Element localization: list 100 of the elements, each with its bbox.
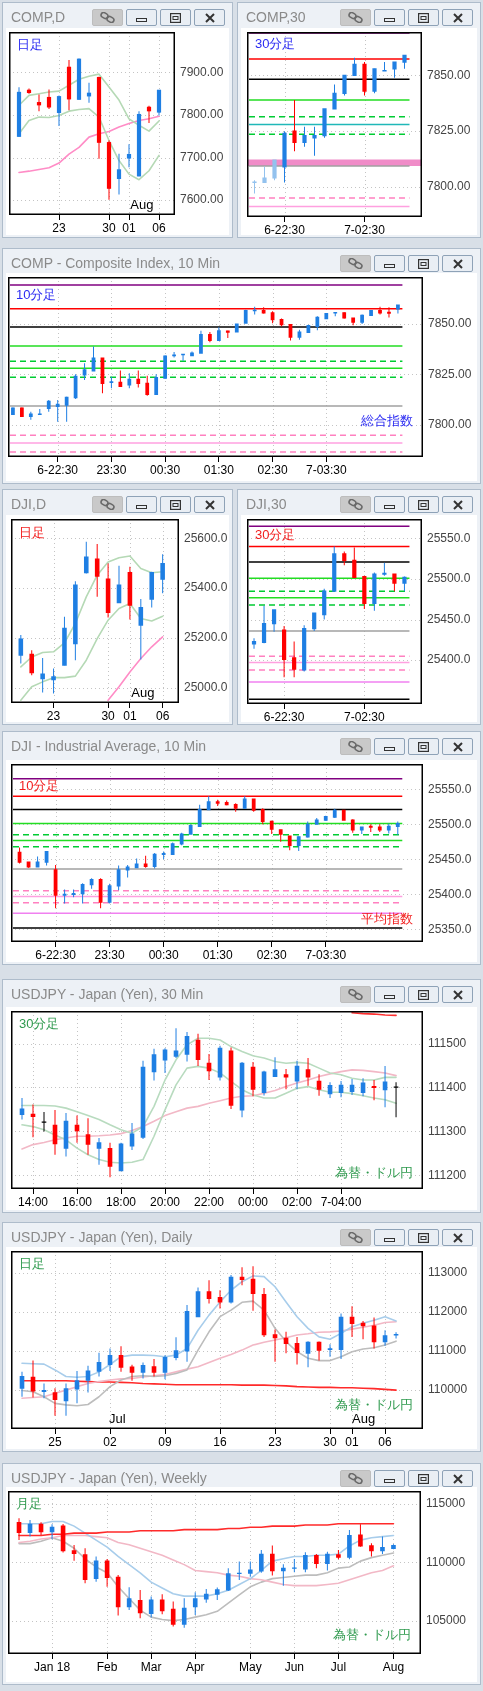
x-tick-label: 06 — [152, 220, 166, 235]
y-tick-label: 25550.0 — [428, 781, 472, 796]
y-tick-label: 7850.00 — [428, 315, 472, 330]
x-tick-label: 02:30 — [257, 462, 288, 477]
y-tick-label: 25600.0 — [184, 530, 228, 545]
x-tick-label: 18:00 — [106, 1194, 137, 1209]
x-tick-label: 30 — [101, 708, 116, 723]
y-tick-label: 7800.00 — [180, 107, 224, 122]
x-tick-label: 23:30 — [94, 947, 125, 962]
x-tick-label: Mar — [140, 1659, 162, 1674]
y-tick-label: 112000 — [428, 1304, 468, 1319]
x-tick-label: Jan 18 — [34, 1659, 71, 1674]
chart-title: USDJPY - Japan (Yen), Weekly — [11, 1469, 207, 1487]
annotation: 10分足 — [16, 287, 57, 303]
x-tick-label: 01 — [123, 708, 137, 723]
x-tick-label: 00:30 — [148, 947, 179, 962]
x-tick-label: 23:30 — [96, 462, 127, 477]
x-tick-label: 23 — [46, 708, 61, 723]
x-tick-label: 23 — [52, 220, 66, 235]
y-tick-label: 105000 — [426, 1612, 467, 1627]
x-tick-label: 16 — [213, 1434, 228, 1449]
x-tick-label: 25 — [48, 1434, 62, 1449]
annotation: Aug — [352, 1411, 376, 1427]
x-tick-label: 06 — [378, 1434, 393, 1449]
y-tick-label: 7850.00 — [427, 67, 471, 82]
x-tick-label: 02:00 — [282, 1194, 313, 1209]
x-tick-label: May — [238, 1659, 262, 1674]
x-tick-label: 23 — [268, 1434, 283, 1449]
x-tick-label: 16:00 — [61, 1194, 93, 1209]
chart-title: COMP,30 — [246, 8, 306, 26]
x-tick-label: 30 — [323, 1434, 338, 1449]
x-tick-label: 7-04:00 — [320, 1194, 362, 1209]
y-tick-label: 7825.00 — [428, 366, 472, 381]
annotation: 30分足 — [19, 1016, 60, 1032]
x-tick-label: Jun — [284, 1659, 305, 1674]
chart-title: DJI,D — [11, 495, 46, 513]
x-tick-label: 7-03:30 — [305, 947, 347, 962]
y-tick-label: 25500.0 — [427, 571, 471, 586]
x-tick-label: 02:30 — [256, 947, 288, 962]
y-tick-label: 25000.0 — [184, 679, 228, 694]
x-tick-label: 6-22:30 — [35, 947, 77, 962]
x-tick-label: 20:00 — [150, 1194, 181, 1209]
x-tick-label: 7-03:30 — [305, 462, 347, 477]
chart-title: USDJPY - Japan (Yen), Daily — [11, 1228, 193, 1246]
x-tick-label: 01 — [345, 1434, 360, 1449]
y-tick-label: 111200 — [428, 1167, 467, 1182]
annotation: 30分足 — [255, 36, 296, 52]
y-tick-label: 110000 — [426, 1554, 466, 1569]
x-tick-label: 00:30 — [150, 462, 181, 477]
y-tick-label: 25450.0 — [427, 611, 471, 626]
y-tick-label: 25400.0 — [184, 580, 228, 595]
annotation: 平均指数 — [361, 911, 413, 927]
x-tick-label: 6-22:30 — [37, 462, 79, 477]
annotation: 日足 — [19, 525, 45, 541]
annotation: Aug — [130, 197, 154, 213]
x-tick-label: 6-22:30 — [263, 709, 305, 724]
annotation: 30分足 — [255, 527, 296, 543]
y-tick-label: 7700.00 — [180, 149, 224, 164]
x-tick-label: 14:00 — [17, 1194, 49, 1209]
x-tick-label: Feb — [96, 1659, 118, 1674]
annotation: 月足 — [16, 1496, 42, 1512]
x-tick-label: 06 — [155, 708, 170, 723]
annotation: Aug — [131, 685, 155, 701]
y-tick-label: 111500 — [428, 1035, 467, 1050]
y-tick-label: 110000 — [428, 1382, 468, 1397]
chart-title: DJI,30 — [246, 495, 287, 513]
annotation: Jul — [108, 1411, 126, 1427]
y-tick-label: 25450.0 — [428, 851, 472, 866]
x-tick-label: 01:30 — [202, 947, 234, 962]
annotation: 総合指数 — [360, 413, 413, 429]
x-tick-label: 30 — [102, 220, 116, 235]
annotation: 為替・ドル円 — [333, 1627, 411, 1643]
x-tick-label: 01 — [122, 220, 136, 235]
y-tick-label: 25400.0 — [427, 652, 471, 667]
annotation: 為替・ドル円 — [335, 1165, 413, 1181]
annotation: 日足 — [19, 1256, 45, 1272]
y-tick-label: 25350.0 — [428, 921, 472, 936]
annotation: 為替・ドル円 — [335, 1397, 413, 1413]
y-tick-label: 25400.0 — [428, 886, 472, 901]
annotation: 10分足 — [19, 778, 60, 794]
x-tick-label: Apr — [185, 1659, 205, 1674]
y-tick-label: 7600.00 — [180, 192, 224, 207]
y-tick-label: 7825.00 — [427, 123, 471, 138]
y-tick-label: 25200.0 — [184, 630, 228, 645]
x-tick-label: 7-02:30 — [344, 222, 386, 237]
x-tick-label: 01:30 — [203, 462, 235, 477]
x-tick-label: Jul — [330, 1659, 347, 1674]
y-tick-label: 7800.00 — [427, 179, 471, 194]
y-tick-label: 111000 — [428, 1343, 467, 1358]
y-tick-label: 7900.00 — [180, 64, 224, 79]
x-tick-label: Aug — [382, 1659, 405, 1674]
x-tick-label: 22:00 — [194, 1194, 225, 1209]
y-tick-label: 7800.00 — [428, 417, 472, 432]
y-tick-label: 25550.0 — [427, 530, 471, 545]
x-tick-label: 7-02:30 — [343, 709, 386, 724]
x-tick-label: 00:00 — [238, 1194, 269, 1209]
x-tick-label: 6-22:30 — [264, 222, 306, 237]
y-tick-label: 25500.0 — [428, 816, 472, 831]
y-tick-label: 111400 — [428, 1079, 467, 1094]
x-tick-label: 09 — [158, 1434, 173, 1449]
